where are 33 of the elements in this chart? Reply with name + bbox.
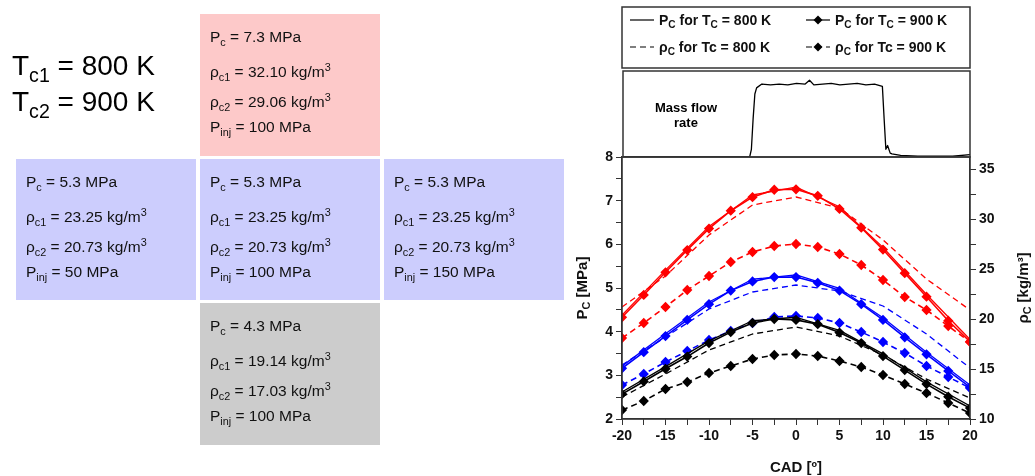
info-panel: P$_{c}$ = 7.3 MPa ρ$_{c1}$ = 32.10 kg/m$^{3}$ ρ$_{c2}$ = 29.06 kg/m$^{3}$ P$_{inj}$ = 100 MPa [200,14,380,156]
info-panel: P$_{c}$ = 5.3 MPa ρ$_{c1}$ = 23.25 kg/m$^{3}$ ρ$_{c2}$ = 20.73 kg/m$^{3}$ P$_{inj}$ = 50 MPa [16,159,196,300]
x-tick-label: 0 [792,427,801,444]
info-panel: P$_{c}$ = 5.3 MPa ρ$_{c1}$ = 23.25 kg/m$^{3}$ ρ$_{c2}$ = 20.73 kg/m$^{3}$ P$_{inj}$ = 150 MPa [384,159,564,300]
x-tick-label: 15 [918,427,935,444]
y-axis-title: PC [MPa] [573,256,593,320]
x-tick-label: 20 [962,427,978,444]
y-tick-label: 4 [605,322,614,339]
y2-tick-label: 35 [979,159,995,176]
annotation: Mass flow rate [653,100,719,130]
y2-tick-label: 30 [979,209,995,226]
text: T$_{c2}$ = 900 K [12,86,155,123]
y2-tick-label: 15 [979,359,995,376]
x-tick-label: -10 [698,427,720,444]
y-tick-label: 5 [605,278,614,295]
y-tick-label: 2 [605,409,614,426]
y2-axis-title: ρC [kg/m³] [1014,252,1034,324]
y-tick-label: 6 [605,235,614,252]
text: T$_{c1}$ = 800 K [12,50,155,87]
y2-tick-label: 10 [979,409,995,426]
y-tick-label: 3 [605,366,614,383]
x-tick-label: -15 [655,427,676,444]
x-tick-label: -20 [611,427,633,444]
info-panel: P$_{c}$ = 5.3 MPa ρ$_{c1}$ = 23.25 kg/m$^{3}$ ρ$_{c2}$ = 20.73 kg/m$^{3}$ P$_{inj}$ = 100 MPa [200,159,380,300]
y2-tick-label: 20 [979,309,995,326]
x-tick-label: 10 [875,427,891,444]
y-tick-label: 8 [605,147,614,164]
x-tick-label: -5 [746,427,759,444]
x-axis-title: CAD [º] [769,458,823,475]
y-tick-label: 7 [605,191,614,208]
x-tick-label: 5 [835,427,844,444]
y2-tick-label: 25 [979,259,995,276]
info-panel: P$_{c}$ = 4.3 MPa ρ$_{c1}$ = 19.14 kg/m$^{3}$ ρ$_{c2}$ = 17.03 kg/m$^{3}$ P$_{inj}$ = 100 MPa [200,303,380,445]
